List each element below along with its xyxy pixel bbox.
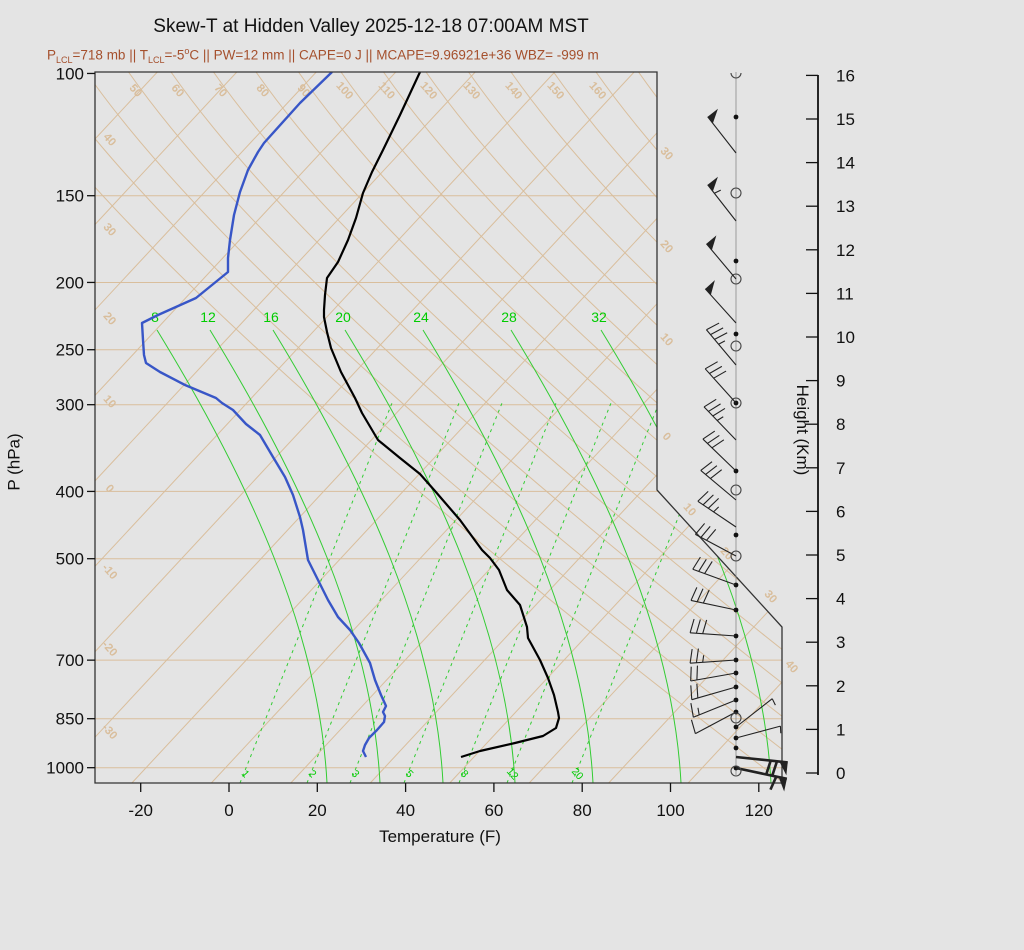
- svg-text:40: 40: [100, 131, 117, 149]
- svg-text:10: 10: [836, 328, 855, 347]
- svg-text:2: 2: [836, 677, 845, 696]
- svg-text:100: 100: [333, 80, 355, 102]
- pressure-axis: 100 150 200 250 300 400 500 700 850 1000: [46, 64, 95, 778]
- svg-text:150: 150: [56, 187, 84, 206]
- svg-text:100: 100: [56, 64, 84, 83]
- svg-text:-20: -20: [128, 801, 153, 820]
- y-axis-title: P (hPa): [4, 433, 24, 491]
- svg-text:20: 20: [335, 309, 351, 325]
- svg-text:400: 400: [56, 482, 84, 501]
- svg-text:32: 32: [591, 309, 607, 325]
- svg-text:-20: -20: [99, 639, 119, 659]
- svg-text:110: 110: [376, 80, 397, 102]
- svg-text:500: 500: [56, 550, 84, 569]
- svg-text:30: 30: [100, 221, 117, 239]
- svg-text:150: 150: [544, 80, 566, 102]
- svg-text:1: 1: [239, 768, 252, 780]
- svg-text:30: 30: [657, 145, 674, 163]
- svg-text:16: 16: [263, 309, 279, 325]
- svg-text:24: 24: [413, 309, 429, 325]
- svg-text:11: 11: [836, 284, 854, 303]
- svg-text:140: 140: [502, 80, 524, 102]
- svg-text:20: 20: [657, 238, 674, 256]
- chart-subtitle: PLCL=718 mb || TLCL=-5oC || PW=12 mm || …: [47, 46, 599, 66]
- height-axis-title: Height (Km): [793, 384, 812, 476]
- svg-text:0: 0: [103, 483, 116, 496]
- svg-text:8: 8: [458, 768, 471, 780]
- dewpoint-line: [140, 72, 388, 758]
- svg-text:850: 850: [56, 710, 84, 729]
- svg-text:40: 40: [782, 658, 799, 676]
- svg-text:60: 60: [168, 82, 185, 100]
- svg-text:5: 5: [836, 546, 845, 565]
- svg-text:14: 14: [836, 154, 855, 173]
- svg-text:130: 130: [460, 80, 482, 102]
- svg-text:9: 9: [836, 372, 845, 391]
- svg-text:200: 200: [56, 273, 84, 292]
- svg-text:250: 250: [56, 341, 84, 360]
- temperature-line: [322, 72, 561, 759]
- svg-text:12: 12: [836, 241, 855, 260]
- temperature-axis: -20 0 20 40 60 80 100 120: [128, 783, 773, 820]
- svg-text:160: 160: [586, 80, 608, 102]
- svg-text:80: 80: [573, 801, 592, 820]
- chart-title: Skew-T at Hidden Valley 2025-12-18 07:00…: [153, 16, 589, 37]
- svg-text:3: 3: [349, 768, 362, 780]
- svg-text:60: 60: [484, 801, 503, 820]
- wind-barbs: [689, 72, 788, 792]
- svg-text:2: 2: [306, 768, 319, 780]
- svg-text:0: 0: [224, 801, 233, 820]
- svg-text:80: 80: [253, 82, 270, 100]
- svg-text:8: 8: [836, 415, 845, 434]
- svg-text:-10: -10: [99, 562, 119, 582]
- background-grid: [95, 72, 782, 783]
- svg-text:4: 4: [836, 590, 845, 609]
- svg-text:40: 40: [396, 801, 415, 820]
- svg-text:10: 10: [680, 501, 697, 519]
- svg-text:7: 7: [836, 459, 845, 478]
- plot-frame: [94, 71, 783, 784]
- svg-text:-30: -30: [99, 722, 119, 742]
- svg-text:1000: 1000: [46, 759, 84, 778]
- x-axis-title: Temperature (F): [379, 827, 501, 846]
- svg-text:28: 28: [501, 309, 517, 325]
- svg-text:0: 0: [836, 764, 845, 783]
- svg-text:1: 1: [836, 720, 845, 739]
- svg-text:20: 20: [308, 801, 327, 820]
- svg-text:10: 10: [657, 331, 674, 349]
- svg-text:13: 13: [836, 197, 855, 216]
- svg-text:50: 50: [126, 82, 143, 100]
- svg-text:0: 0: [660, 431, 673, 444]
- svg-text:12: 12: [200, 309, 216, 325]
- svg-text:120: 120: [745, 801, 773, 820]
- svg-text:100: 100: [656, 801, 684, 820]
- svg-text:10: 10: [100, 393, 117, 411]
- svg-text:15: 15: [836, 110, 855, 129]
- svg-text:6: 6: [836, 502, 845, 521]
- svg-text:5: 5: [403, 768, 416, 780]
- svg-text:20: 20: [100, 310, 117, 328]
- svg-text:300: 300: [56, 396, 84, 415]
- svg-text:30: 30: [761, 588, 778, 606]
- svg-text:120: 120: [417, 80, 439, 102]
- svg-text:700: 700: [56, 651, 84, 670]
- svg-text:3: 3: [836, 633, 845, 652]
- svg-text:16: 16: [836, 66, 855, 85]
- svg-text:90: 90: [294, 82, 311, 100]
